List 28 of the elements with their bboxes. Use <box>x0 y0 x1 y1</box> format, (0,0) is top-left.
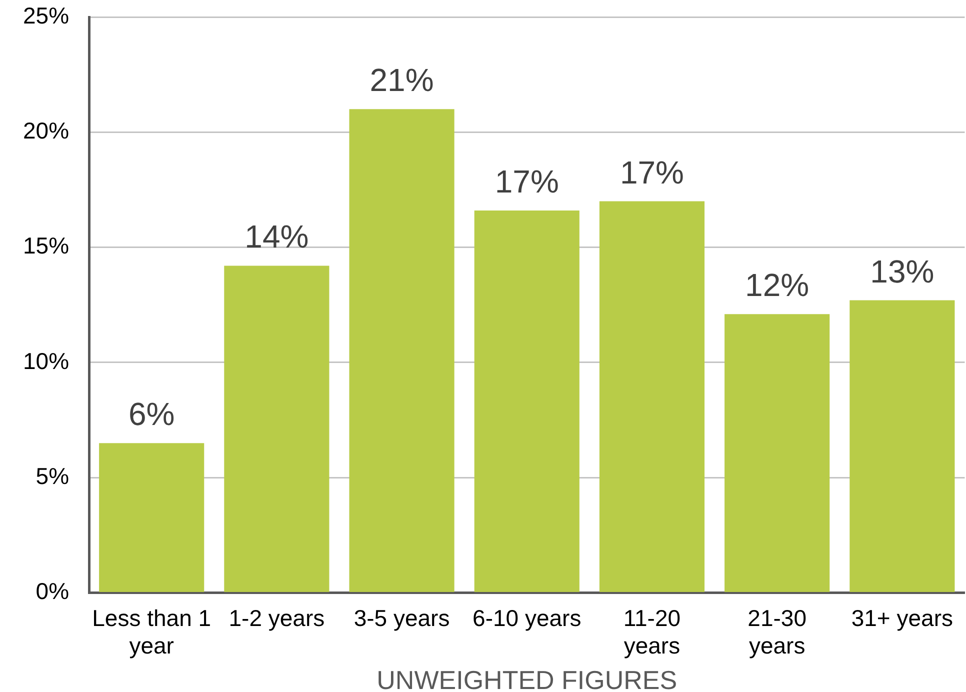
x-tick-label: 31+ years <box>851 604 954 631</box>
data-label: 6% <box>128 396 175 432</box>
data-label: 12% <box>745 267 810 304</box>
x-tick-label: 11-20 years <box>623 604 681 659</box>
y-tick-label: 20% <box>22 118 70 144</box>
bar <box>474 210 580 592</box>
bar <box>349 109 454 592</box>
x-axis-title: UNWEIGHTED FIGURES <box>376 665 678 692</box>
x-tick-label: 3-5 years <box>354 604 450 631</box>
y-tick-label: 5% <box>36 462 70 489</box>
y-tick-label: 0% <box>36 578 70 604</box>
y-tick-label: 10% <box>22 348 70 374</box>
bar <box>224 266 330 592</box>
bar <box>850 300 955 592</box>
x-tick-label: Less than 1 year <box>92 604 212 659</box>
bar <box>599 201 705 592</box>
data-label: 13% <box>870 253 934 290</box>
x-tick-label: 6-10 years <box>472 604 582 631</box>
x-tick-label: 1-2 years <box>228 604 325 631</box>
y-tick-label: 25% <box>22 2 70 28</box>
data-label: 17% <box>494 163 559 200</box>
x-tick-label: 21-30 years <box>748 604 806 659</box>
bar <box>724 314 830 592</box>
data-label: 17% <box>620 154 684 190</box>
y-tick-label: 15% <box>22 232 70 259</box>
data-label: 21% <box>370 62 434 98</box>
data-label: 14% <box>244 218 309 255</box>
bar <box>99 443 204 592</box>
